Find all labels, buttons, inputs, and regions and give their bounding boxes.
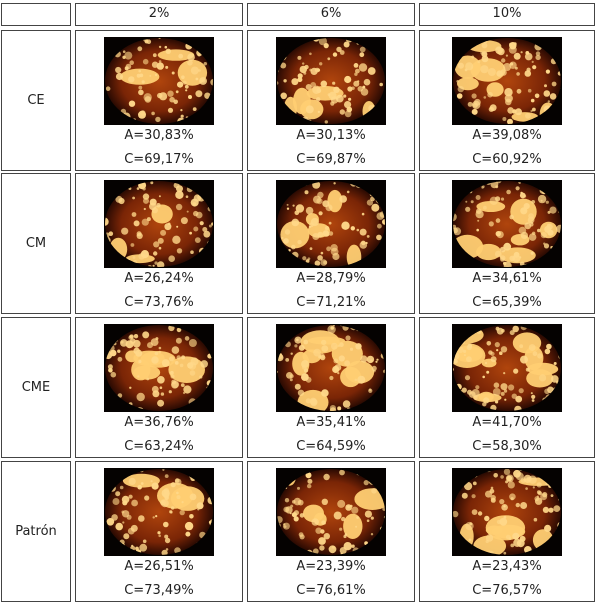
micrograph-image (452, 37, 562, 125)
table-cell: A=26,51% C=73,49% (75, 461, 243, 602)
table-cell: A=39,08% C=60,92% (419, 30, 595, 171)
row-label: CME (1, 317, 71, 458)
micrograph-image (104, 468, 214, 556)
complement-value: C=63,24% (124, 439, 194, 454)
complement-value: C=76,61% (296, 583, 366, 598)
column-header-6pct: 6% (247, 3, 415, 26)
table-corner-cell (1, 3, 71, 26)
table-cell: A=36,76% C=63,24% (75, 317, 243, 458)
area-value: A=28,79% (296, 271, 366, 286)
area-value: A=30,13% (296, 128, 366, 143)
area-value: A=23,39% (296, 559, 366, 574)
row-label: CE (1, 30, 71, 171)
complement-value: C=76,57% (472, 583, 542, 598)
micrograph-image (276, 180, 386, 268)
area-value: A=35,41% (296, 415, 366, 430)
micrograph-image (104, 37, 214, 125)
micrograph-image (104, 324, 214, 412)
column-header-2pct: 2% (75, 3, 243, 26)
table-cell: A=41,70% C=58,30% (419, 317, 595, 458)
micrograph-image (104, 180, 214, 268)
table-cell: A=28,79% C=71,21% (247, 173, 415, 314)
complement-value: C=73,76% (124, 295, 194, 310)
complement-value: C=71,21% (296, 295, 366, 310)
table-cell: A=30,13% C=69,87% (247, 30, 415, 171)
complement-value: C=65,39% (472, 295, 542, 310)
micrograph-image (276, 324, 386, 412)
area-value: A=39,08% (472, 128, 542, 143)
micrograph-image (276, 468, 386, 556)
row-label: Patrón (1, 461, 71, 602)
complement-value: C=60,92% (472, 152, 542, 167)
complement-value: C=73,49% (124, 583, 194, 598)
micrograph-image (452, 468, 562, 556)
area-value: A=41,70% (472, 415, 542, 430)
complement-value: C=64,59% (296, 439, 366, 454)
micrograph-image (452, 324, 562, 412)
area-value: A=36,76% (124, 415, 194, 430)
complement-value: C=69,87% (296, 152, 366, 167)
area-value: A=30,83% (124, 128, 194, 143)
table-cell: A=35,41% C=64,59% (247, 317, 415, 458)
table-cell: A=34,61% C=65,39% (419, 173, 595, 314)
column-header-10pct: 10% (419, 3, 595, 26)
micrograph-image (276, 37, 386, 125)
complement-value: C=69,17% (124, 152, 194, 167)
area-value: A=34,61% (472, 271, 542, 286)
micrograph-image (452, 180, 562, 268)
table-cell: A=26,24% C=73,76% (75, 173, 243, 314)
area-value: A=26,51% (124, 559, 194, 574)
table-cell: A=30,83% C=69,17% (75, 30, 243, 171)
area-value: A=23,43% (472, 559, 542, 574)
table-cell: A=23,39% C=76,61% (247, 461, 415, 602)
row-label: CM (1, 173, 71, 314)
complement-value: C=58,30% (472, 439, 542, 454)
area-value: A=26,24% (124, 271, 194, 286)
table-cell: A=23,43% C=76,57% (419, 461, 595, 602)
